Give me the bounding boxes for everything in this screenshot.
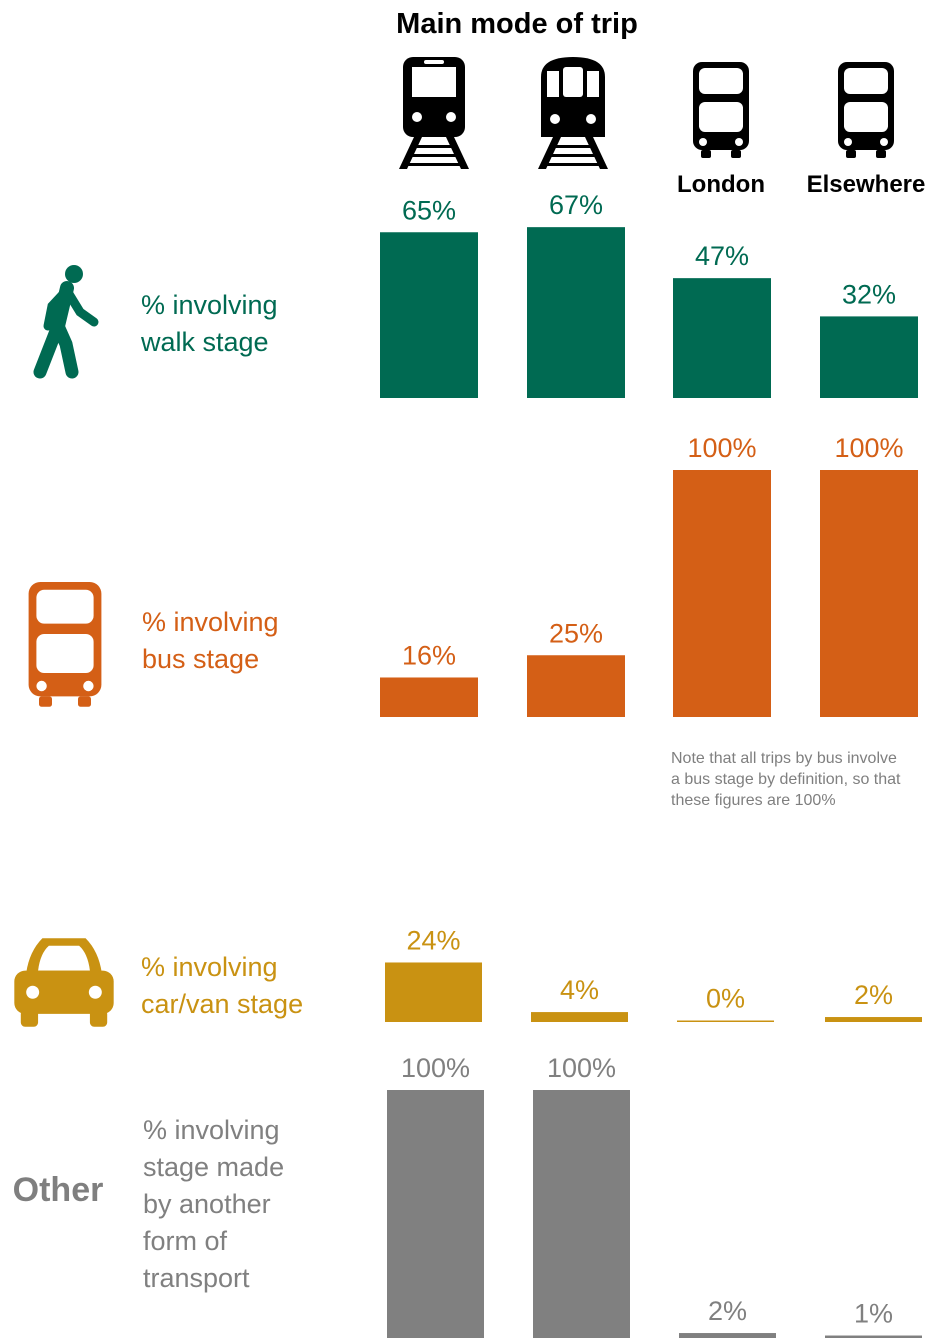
category-label: London [677,171,765,198]
bar [533,1090,630,1338]
other-heading: Other [13,1171,104,1209]
row-label-line: % involving [143,1115,280,1145]
data-label: 100% [401,1053,470,1083]
data-label: 25% [549,618,603,648]
data-label: 47% [695,241,749,271]
data-label: 67% [549,190,603,220]
data-label: 16% [402,640,456,670]
bar [825,1335,922,1338]
data-label: 100% [687,433,756,463]
data-label: 2% [708,1296,747,1326]
row-label-line: % involving [141,290,278,320]
row-label-line: % involving [141,952,278,982]
note-line: these figures are 100% [671,792,836,809]
data-label: 100% [834,433,903,463]
bar [527,227,625,398]
data-label: 0% [706,984,745,1014]
row-label-line: stage made [143,1152,284,1182]
category-label: Elsewhere [807,171,926,198]
bar [387,1090,484,1338]
car-icon [14,938,114,1027]
data-label: 2% [854,980,893,1010]
series-2: % involving car/van stage 24% 4% 0% 2% [14,925,922,1027]
header-underground-train-icon [538,57,608,169]
row-label-line: form of [143,1226,228,1256]
bar [527,655,625,717]
walking-person-icon [40,265,94,372]
data-label: 24% [406,925,460,955]
data-label: 32% [842,279,896,309]
row-label-line: by another [143,1189,271,1219]
bar [679,1333,776,1338]
row-label-line: bus stage [142,644,259,674]
series-0: % involving walk stage 65% 67% 47% 32% [40,190,918,398]
header-bus-icon [838,62,894,158]
row-label-line: % involving [142,607,279,637]
bar [380,677,478,717]
bar [385,962,482,1022]
data-label: 1% [854,1299,893,1329]
row-label-line: car/van stage [141,989,303,1019]
bar [531,1012,628,1022]
bar [380,232,478,398]
chart-title: Main mode of trip [396,8,638,40]
bar [673,470,771,717]
row-label-line: walk stage [140,327,269,357]
data-label: 100% [547,1053,616,1083]
bar [825,1017,922,1022]
bus-row-icon [28,582,102,707]
row-label-line: transport [143,1263,250,1293]
bar [677,1020,774,1022]
header-train-icon [399,57,469,169]
note-line: Note that all trips by bus involve [671,750,897,767]
bar [820,316,918,398]
bar [673,278,771,398]
data-label: 65% [402,195,456,225]
header-bus-icon [693,62,749,158]
data-label: 4% [560,975,599,1005]
note-line: a bus stage by definition, so that [671,771,901,788]
bar [820,470,918,717]
series-1: % involving bus stage 16% 25% 100% 100% [28,433,918,717]
series-3: Other % involving stage made by another form… [13,1053,922,1338]
